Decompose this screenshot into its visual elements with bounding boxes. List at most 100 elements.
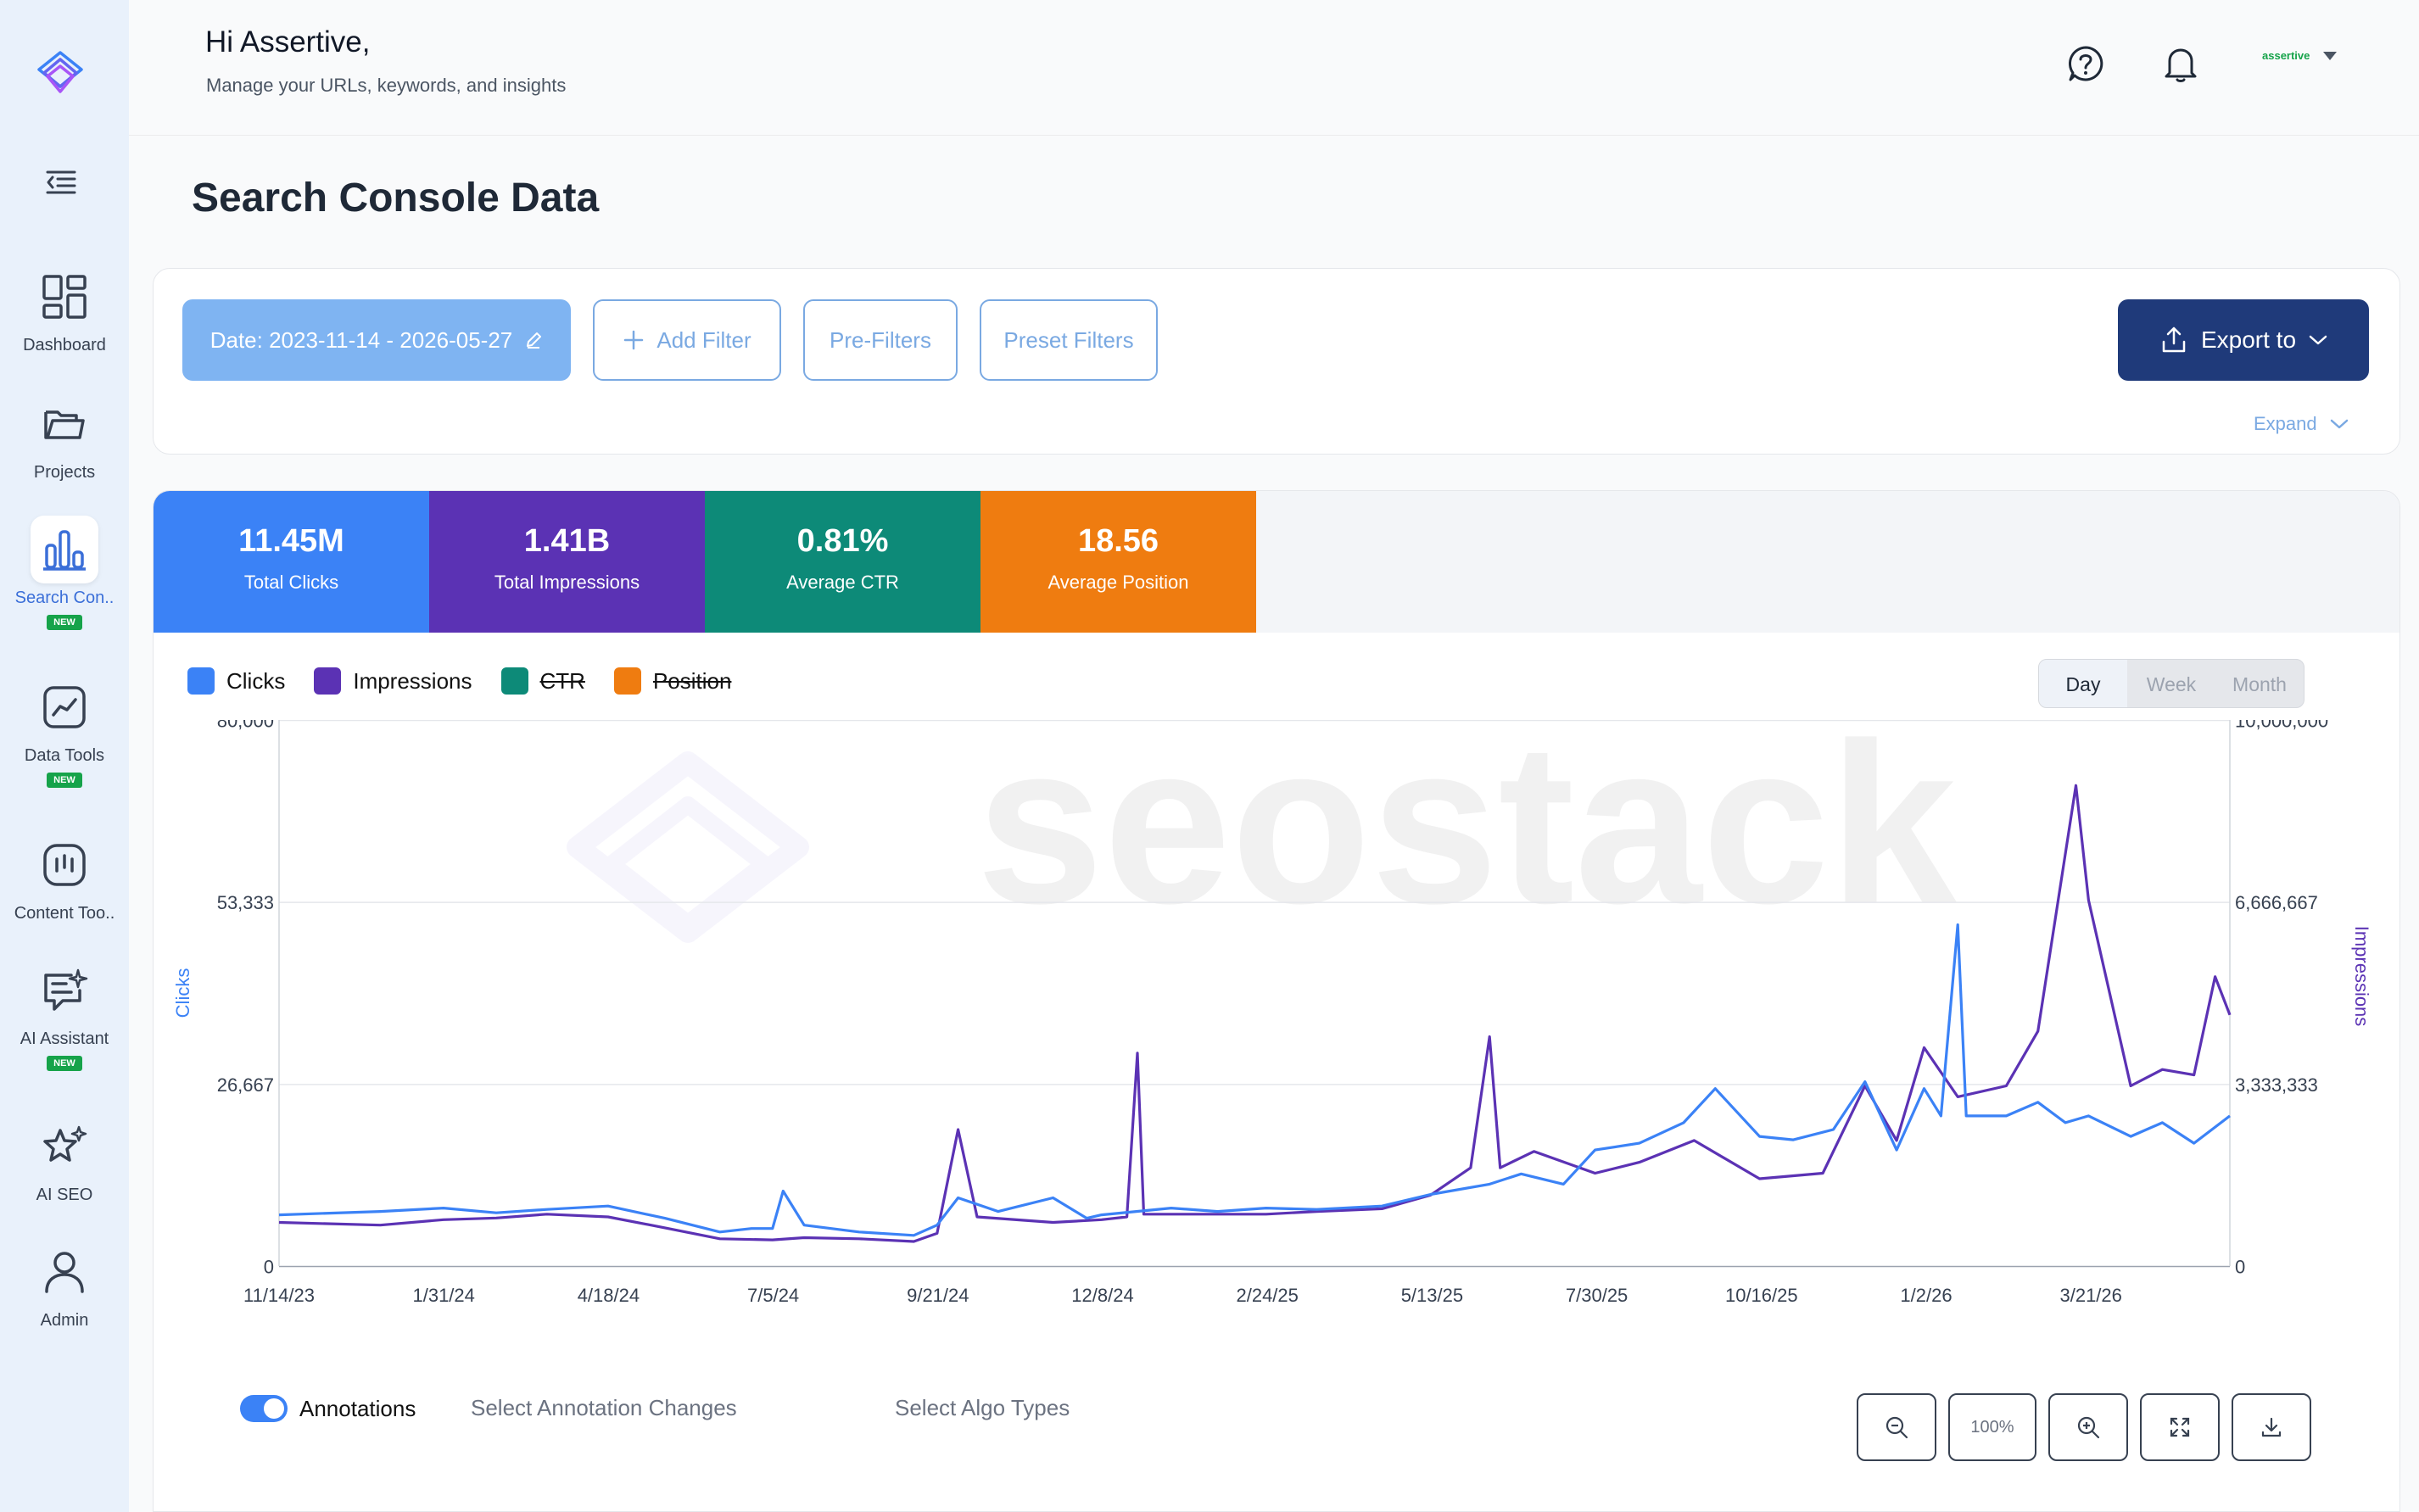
folder-icon (31, 390, 98, 458)
pre-filters-label: Pre-Filters (830, 326, 931, 353)
period-month-button[interactable]: Month (2232, 672, 2287, 695)
edit-pencil-icon (527, 332, 542, 349)
stat-value: 11.45M (238, 523, 344, 559)
export-button[interactable]: Export to (2118, 299, 2369, 381)
sidebar-item-label: Projects (33, 463, 96, 482)
sidebar-item-content-tools[interactable]: Content Too.. (0, 831, 129, 923)
download-chart-button[interactable] (2232, 1393, 2311, 1461)
x-tick-label: 5/13/25 (1401, 1285, 1463, 1306)
stat-label: Average CTR (786, 572, 899, 593)
period-week-button[interactable]: Week (2146, 672, 2197, 695)
sidebar: Dashboard Projects Search Con.. NEW Data… (0, 0, 129, 1512)
legend-item-clicks[interactable]: Clicks (187, 667, 285, 695)
search-console-chart[interactable]: seostack 0 26,667 53,333 80,000 0 3,333,333 6,… (154, 720, 2400, 1364)
user-name: assertive (2262, 49, 2310, 62)
sidebar-item-ai-seo[interactable]: AI SEO (0, 1113, 129, 1205)
stat-average-position[interactable]: 18.56 Average Position (980, 491, 1256, 633)
sidebar-item-label: AI SEO (36, 1186, 93, 1204)
trend-chart-icon (31, 673, 98, 741)
x-tick-label: 2/24/25 (1236, 1285, 1298, 1306)
stat-total-clicks[interactable]: 11.45M Total Clicks (154, 491, 429, 633)
expand-arrows-icon (2170, 1417, 2190, 1437)
stats-row: 11.45M Total Clicks 1.41B Total Impressi… (154, 491, 2399, 633)
filter-card: Date: 2023-11-14 - 2026-05-27 Add Filter… (153, 268, 2400, 455)
legend-swatch (187, 667, 215, 695)
x-tick-label: 7/5/24 (747, 1285, 799, 1306)
legend-swatch (500, 667, 528, 695)
zoom-in-icon (2077, 1416, 2100, 1439)
seostack-logo[interactable] (34, 49, 87, 102)
period-day-button[interactable]: Day (2039, 660, 2127, 707)
add-filter-label: Add Filter (656, 326, 751, 353)
sidebar-item-label: AI Assistant (20, 1029, 109, 1048)
chevron-down-icon (2330, 419, 2348, 429)
expand-filters-link[interactable]: Expand (2254, 413, 2349, 435)
select-annotation-changes[interactable]: Select Annotation Changes (471, 1395, 737, 1420)
y-axis-label-impressions: Impressions (2351, 926, 2372, 1027)
legend-label: Position (652, 667, 732, 694)
greeting: Hi Assertive, (205, 25, 371, 59)
zoom-out-button[interactable] (1857, 1393, 1936, 1461)
sidebar-item-dashboard[interactable]: Dashboard (0, 263, 129, 355)
export-label: Export to (2200, 326, 2297, 353)
bar-chart-icon (31, 516, 98, 583)
user-menu[interactable]: assertive (2262, 49, 2338, 62)
stat-value: 18.56 (1077, 523, 1159, 559)
stat-value: 0.81% (796, 523, 889, 559)
zoom-out-icon (1885, 1416, 1908, 1439)
annotations-toggle[interactable] (240, 1395, 288, 1422)
new-badge: NEW (47, 1056, 82, 1071)
new-badge: NEW (47, 773, 82, 788)
y2-tick-label: 6,666,667 (2235, 892, 2318, 913)
ai-chat-icon (31, 957, 98, 1024)
date-range-button[interactable]: Date: 2023-11-14 - 2026-05-27 (182, 299, 571, 381)
content-icon (31, 831, 98, 899)
stat-average-ctr[interactable]: 0.81% Average CTR (705, 491, 980, 633)
help-icon[interactable] (2066, 44, 2105, 83)
menu-collapse-icon[interactable] (44, 168, 78, 197)
x-tick-label: 1/31/24 (412, 1285, 474, 1306)
top-header: Hi Assertive, Manage your URLs, keywords… (129, 0, 2419, 136)
pre-filters-button[interactable]: Pre-Filters (803, 299, 958, 381)
zoom-in-button[interactable] (2048, 1393, 2128, 1461)
y-axis-label-clicks: Clicks (172, 968, 193, 1018)
sidebar-item-ai-assistant[interactable]: AI Assistant NEW (0, 957, 129, 1071)
chart-axis-ticks: 0 26,667 53,333 80,000 0 3,333,333 6,666,667 10… (217, 720, 2328, 1306)
legend-label: Clicks (226, 667, 286, 694)
x-tick-label: 1/2/26 (1900, 1285, 1952, 1306)
sidebar-item-data-tools[interactable]: Data Tools NEW (0, 673, 129, 788)
sidebar-item-label: Content Too.. (14, 904, 115, 923)
annotations-row: Annotations Select Annotation Changes Se… (240, 1390, 1258, 1427)
legend-item-impressions[interactable]: Impressions (314, 667, 472, 695)
sidebar-item-label: Dashboard (23, 336, 106, 354)
sidebar-item-admin[interactable]: Admin (0, 1238, 129, 1331)
x-tick-label: 9/21/24 (907, 1285, 969, 1306)
zoom-level[interactable]: 100% (1948, 1393, 2036, 1461)
x-tick-label: 3/21/26 (2059, 1285, 2121, 1306)
chart-series (278, 784, 2232, 1243)
stat-total-impressions[interactable]: 1.41B Total Impressions (429, 491, 705, 633)
legend-item-position[interactable]: Position (613, 667, 732, 695)
legend-swatch (613, 667, 641, 695)
add-filter-button[interactable]: Add Filter (593, 299, 781, 381)
x-tick-label: 7/30/25 (1566, 1285, 1628, 1306)
preset-filters-button[interactable]: Preset Filters (980, 299, 1158, 381)
y2-tick-label: 0 (2235, 1257, 2245, 1278)
y-tick-label: 26,667 (217, 1074, 274, 1096)
upload-icon (2162, 326, 2186, 353)
x-tick-label: 4/18/24 (578, 1285, 640, 1306)
watermark-text: seostack (976, 720, 1958, 951)
legend-swatch (314, 667, 342, 695)
select-algo-types[interactable]: Select Algo Types (895, 1395, 1070, 1420)
download-icon (2261, 1417, 2282, 1437)
user-icon (31, 1238, 98, 1306)
sidebar-item-label: Search Con.. (14, 589, 115, 607)
sidebar-item-projects[interactable]: Projects (0, 390, 129, 483)
notification-bell-icon[interactable] (2161, 44, 2200, 83)
fullscreen-button[interactable] (2140, 1393, 2220, 1461)
sidebar-item-search-console[interactable]: Search Con.. NEW (0, 516, 129, 630)
stat-value: 1.41B (523, 523, 611, 559)
legend-item-ctr[interactable]: CTR (500, 667, 585, 695)
annotations-label: Annotations (299, 1395, 416, 1421)
expand-label: Expand (2254, 413, 2317, 434)
